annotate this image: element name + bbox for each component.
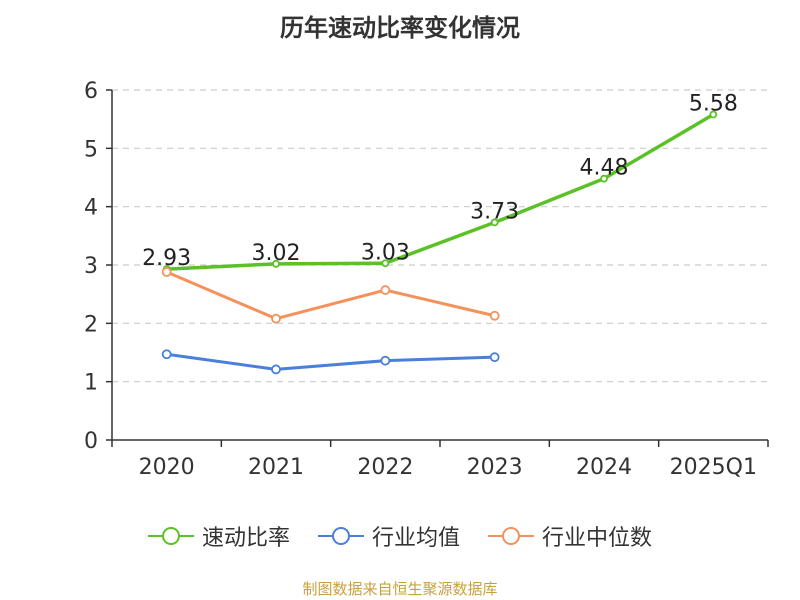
legend-line-circle-icon bbox=[488, 527, 534, 545]
data-label: 5.58 bbox=[689, 92, 738, 117]
chart-title: 历年速动比率变化情况 bbox=[280, 14, 520, 42]
x-tick-label: 2022 bbox=[357, 455, 413, 480]
legend-item-quick-ratio[interactable]: 速动比率 bbox=[147, 520, 290, 552]
data-point[interactable] bbox=[380, 285, 391, 295]
y-tick-label: 0 bbox=[84, 429, 98, 454]
legend-line-circle-icon bbox=[147, 527, 194, 545]
series-line bbox=[166, 270, 496, 321]
legend-label: 行业中位数 bbox=[542, 526, 653, 551]
legend-item-industry-mean[interactable]: 行业均值 bbox=[317, 520, 460, 552]
data-point[interactable] bbox=[600, 174, 608, 183]
series-line bbox=[166, 352, 495, 371]
data-point[interactable] bbox=[271, 364, 281, 375]
y-tick-label: 4 bbox=[84, 196, 98, 221]
gridlines bbox=[112, 89, 768, 383]
legend-line-circle-icon bbox=[317, 527, 364, 545]
data-label: 3.73 bbox=[470, 199, 519, 224]
y-tick-label: 3 bbox=[84, 254, 98, 279]
data-point[interactable] bbox=[709, 110, 718, 119]
series-lines bbox=[161, 110, 718, 375]
data-label: 3.02 bbox=[252, 241, 301, 266]
x-tick-label: 2023 bbox=[467, 455, 523, 480]
data-point[interactable] bbox=[380, 355, 391, 366]
data-labels: 2.93 3.02 3.03 3.73 4.48 5.58 bbox=[142, 92, 738, 272]
axes: 0 1 2 3 4 5 6 2020 2021 2022 2023 2024 2025Q1 bbox=[84, 79, 769, 480]
legend-item-industry-median[interactable]: 行业中位数 bbox=[488, 520, 652, 552]
data-point[interactable] bbox=[161, 267, 172, 277]
data-point[interactable] bbox=[490, 218, 499, 227]
x-tick-label: 2020 bbox=[139, 455, 195, 480]
data-label: 2.93 bbox=[142, 246, 191, 271]
data-label: 3.03 bbox=[361, 240, 410, 265]
x-tick-label: 2021 bbox=[248, 455, 304, 480]
legend-label: 速动比率 bbox=[201, 526, 290, 551]
legend-label: 行业均值 bbox=[371, 526, 460, 551]
series-line bbox=[166, 112, 715, 271]
y-tick-label: 5 bbox=[84, 137, 98, 162]
data-point[interactable] bbox=[489, 310, 500, 321]
data-point[interactable] bbox=[161, 349, 172, 360]
y-tick-label: 1 bbox=[84, 371, 98, 396]
data-point[interactable] bbox=[381, 259, 390, 268]
x-tick-label: 2024 bbox=[576, 455, 632, 480]
y-tick-label: 2 bbox=[84, 312, 98, 337]
data-label: 4.48 bbox=[580, 156, 629, 181]
legend: 速动比率 行业均值 行业中位数 bbox=[0, 520, 800, 552]
x-tick-label: 2025Q1 bbox=[670, 455, 757, 480]
data-point[interactable] bbox=[272, 259, 280, 268]
data-point[interactable] bbox=[271, 313, 281, 324]
data-point[interactable] bbox=[489, 352, 500, 363]
y-tick-label: 6 bbox=[84, 79, 98, 104]
data-source-note: 制图数据来自恒生聚源数据库 bbox=[302, 580, 498, 598]
